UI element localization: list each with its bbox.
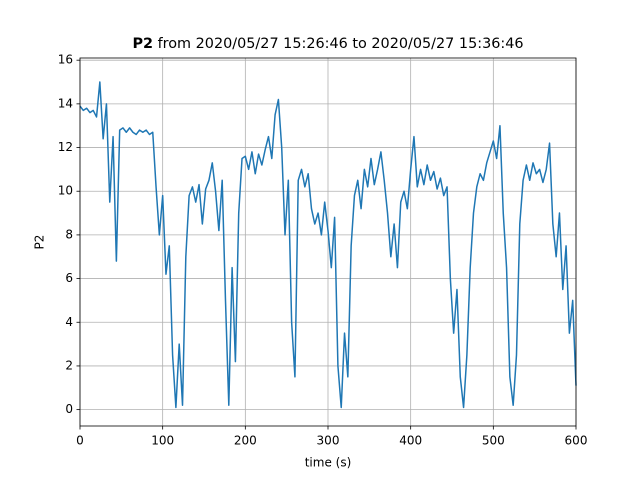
x-axis-label: time (s) xyxy=(305,456,352,470)
y-tick-label: 8 xyxy=(65,227,73,241)
x-tick-label: 500 xyxy=(482,434,505,448)
y-tick-label: 14 xyxy=(58,96,73,110)
y-axis-label: P2 xyxy=(33,235,47,250)
plot-frame xyxy=(79,57,577,427)
y-tick-label: 6 xyxy=(65,271,73,285)
x-tick-label: 0 xyxy=(76,434,84,448)
y-tick-label: 10 xyxy=(58,184,73,198)
y-tick-label: 16 xyxy=(58,53,73,67)
y-tick-label: 0 xyxy=(65,402,73,416)
y-tick-label: 4 xyxy=(65,315,73,329)
x-tick-label: 600 xyxy=(565,434,588,448)
x-tick-label: 300 xyxy=(317,434,340,448)
data-line xyxy=(79,81,577,409)
y-tick-label: 2 xyxy=(65,358,73,372)
y-tick-label: 12 xyxy=(58,140,73,154)
x-tick-label: 400 xyxy=(399,434,422,448)
chart-title: P2 from 2020/05/27 15:26:46 to 2020/05/2… xyxy=(132,36,523,52)
x-tick-label: 200 xyxy=(234,434,257,448)
x-tick-label: 100 xyxy=(151,434,174,448)
